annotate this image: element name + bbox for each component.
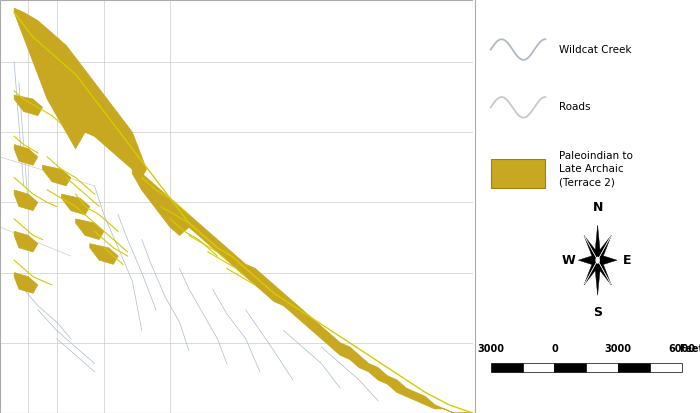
Polygon shape — [14, 95, 43, 116]
Text: W: W — [561, 254, 575, 267]
Text: 0: 0 — [551, 344, 558, 354]
Text: 6000: 6000 — [668, 344, 695, 354]
Polygon shape — [132, 165, 189, 235]
Polygon shape — [14, 8, 146, 178]
Text: 3000: 3000 — [605, 344, 631, 354]
Bar — [650, 363, 682, 372]
Text: Wildcat Creek: Wildcat Creek — [559, 45, 631, 55]
Polygon shape — [596, 257, 599, 263]
Polygon shape — [90, 244, 118, 264]
Bar — [491, 363, 522, 372]
Bar — [554, 363, 587, 372]
Polygon shape — [142, 173, 473, 413]
Polygon shape — [14, 145, 38, 165]
Bar — [491, 159, 545, 188]
Bar — [522, 363, 554, 372]
Polygon shape — [14, 231, 38, 252]
Polygon shape — [43, 165, 71, 186]
Polygon shape — [14, 190, 38, 211]
Polygon shape — [62, 194, 90, 215]
Polygon shape — [14, 273, 38, 293]
Text: S: S — [593, 306, 602, 319]
Bar — [618, 363, 650, 372]
Polygon shape — [578, 225, 617, 295]
Text: Feet: Feet — [679, 344, 700, 354]
Text: N: N — [592, 201, 603, 214]
Text: 3000: 3000 — [477, 344, 504, 354]
Polygon shape — [76, 219, 104, 240]
Text: Paleoindian to
Late Archaic
(Terrace 2): Paleoindian to Late Archaic (Terrace 2) — [559, 151, 633, 188]
Text: Roads: Roads — [559, 102, 591, 112]
Text: E: E — [622, 254, 631, 267]
Bar — [587, 363, 618, 372]
